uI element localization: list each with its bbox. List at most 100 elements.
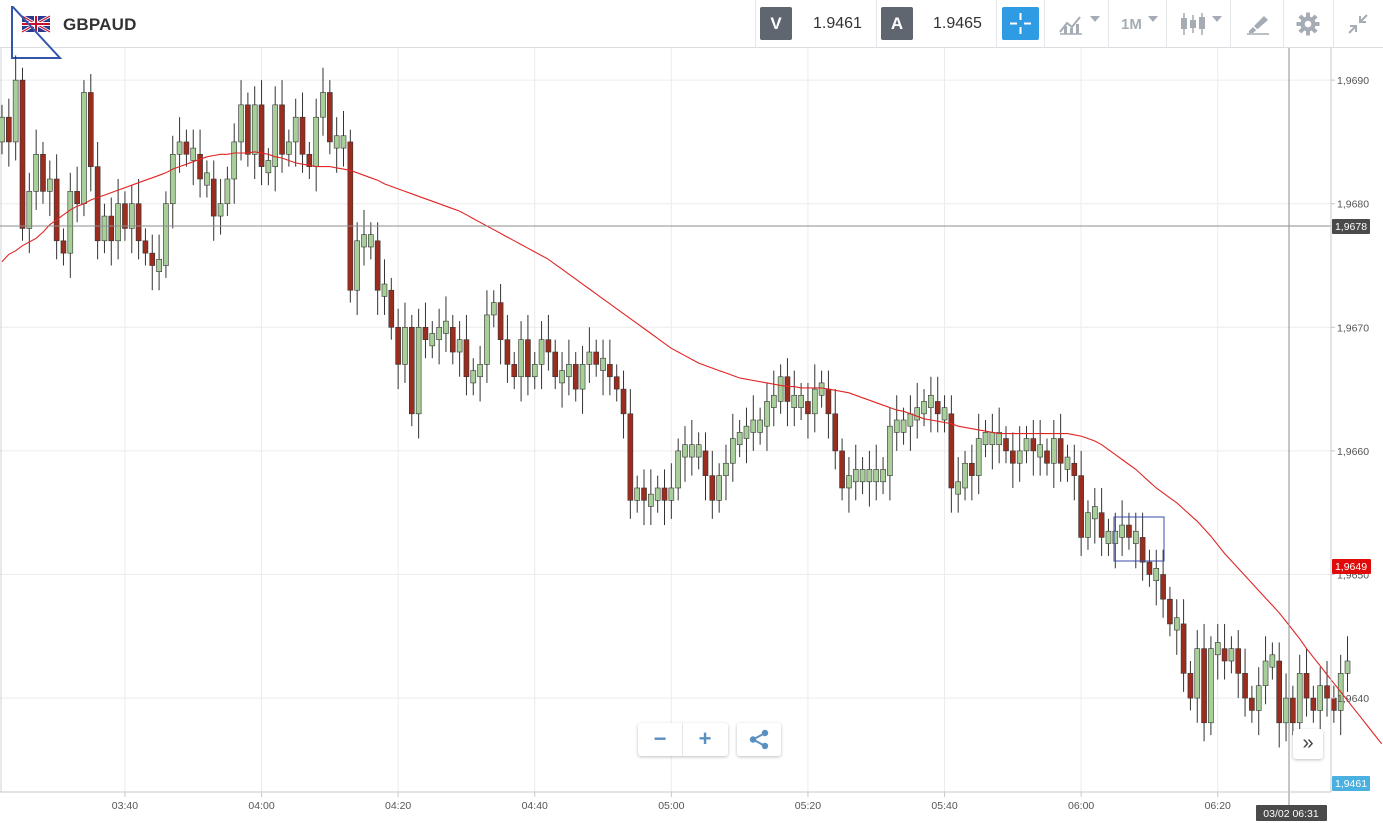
candle-down [1331, 685, 1337, 723]
candle-up [996, 407, 1002, 464]
chart-toolbar: GBPAUD V 1.9461 A 1.9465 1M [0, 0, 1383, 59]
candle-down [347, 129, 354, 303]
candle-up [115, 179, 121, 260]
candle-down [661, 469, 668, 526]
crosshair-price-label: 1,9678 [1335, 221, 1367, 233]
candle-up [1112, 512, 1119, 569]
candle-up [128, 185, 135, 254]
last-price-label: 1,9461 [1335, 778, 1367, 790]
candle-down [1139, 512, 1146, 581]
candle-up [962, 450, 968, 501]
candle-down [545, 314, 552, 371]
candle-up [538, 321, 545, 390]
x-tick-label: 06:00 [1068, 800, 1094, 812]
candle-up [852, 444, 859, 501]
drawing-tools-button[interactable] [1245, 12, 1271, 36]
toolbar-divider [876, 0, 877, 48]
chevron-down-icon[interactable] [1090, 16, 1100, 22]
chevron-down-icon[interactable] [1148, 16, 1158, 22]
candle-down [19, 67, 26, 241]
candle-up [429, 321, 436, 359]
candle-up [921, 389, 927, 427]
line-chart-icon [1059, 16, 1082, 35]
candle-down [627, 389, 634, 519]
candle-up [12, 55, 19, 161]
chevron-down-icon[interactable] [1212, 16, 1222, 22]
candle-up [866, 450, 873, 507]
zoom-in-button[interactable]: + [698, 726, 712, 751]
candle-down [1221, 623, 1228, 680]
x-tick-label: 05:40 [931, 800, 957, 812]
candle-up [634, 475, 640, 513]
candle-up [204, 160, 210, 198]
candle-up [470, 358, 477, 396]
candle-down [552, 339, 559, 390]
candle-up [313, 98, 319, 192]
collapse-button[interactable] [1346, 12, 1370, 36]
y-tick-label: 1,9640 [1337, 693, 1369, 705]
ask-price[interactable]: 1.9465 [933, 15, 982, 32]
y-tick-label: 1,9680 [1337, 199, 1369, 211]
settings-button[interactable] [1296, 12, 1320, 36]
line-chart-button[interactable] [1058, 12, 1084, 36]
candle-up [456, 321, 463, 377]
candle-down [1126, 512, 1132, 550]
candle-up [914, 382, 921, 439]
share-button[interactable] [737, 723, 781, 756]
toolbar-divider [755, 0, 756, 48]
ma-value-badge: 1,9649 [1332, 559, 1371, 574]
candle-up [1037, 420, 1043, 476]
candle-down [572, 352, 579, 402]
candle-down [53, 154, 60, 260]
drawn-rectangle[interactable] [1113, 516, 1165, 562]
candle-down [197, 129, 203, 198]
candle-down [1167, 586, 1173, 637]
candle-down [1235, 630, 1242, 699]
candle-up [1085, 500, 1091, 550]
candle-up [893, 395, 900, 451]
candle-up [975, 413, 982, 495]
bid-price[interactable]: 1.9461 [813, 15, 862, 32]
candle-up [1153, 549, 1160, 606]
crosshair-price-badge: 1,9678 [1332, 219, 1370, 234]
toolbar-divider [996, 0, 997, 48]
zoom-out-button[interactable]: − [638, 723, 683, 756]
x-tick-label: 05:00 [658, 800, 684, 812]
chart-type-button[interactable] [1179, 12, 1207, 36]
candle-down [422, 302, 429, 359]
candle-up [381, 259, 388, 315]
candle-up [750, 395, 757, 451]
candle-down [108, 197, 115, 266]
candle-up [764, 382, 770, 451]
candle-down [1310, 685, 1317, 723]
candle-down [969, 444, 975, 501]
candle-up [443, 296, 449, 353]
candle-down [1290, 685, 1296, 736]
candle-up [1194, 630, 1201, 723]
candle-up [716, 463, 722, 513]
candle-up [47, 160, 53, 217]
candle-down [388, 277, 395, 340]
candle-down [463, 314, 470, 396]
scroll-to-latest-button[interactable]: » [1293, 729, 1323, 759]
candle-up [873, 444, 880, 501]
candle-up [846, 457, 852, 513]
crosshair-button[interactable] [1002, 7, 1039, 40]
ask-badge[interactable]: A [881, 7, 913, 40]
candle-up [695, 432, 702, 470]
candle-up [1208, 636, 1214, 736]
candle-down [1187, 660, 1194, 711]
bid-badge[interactable]: V [760, 7, 792, 40]
candle-up [1051, 420, 1057, 488]
candle-up [176, 117, 183, 173]
interval-selector[interactable]: 1M [1121, 16, 1142, 33]
candle-up [1344, 636, 1351, 692]
candle-up [730, 413, 736, 482]
candle-up [1283, 673, 1289, 742]
symbol-title: GBPAUD [63, 15, 137, 34]
candles-layer [0, 55, 1351, 748]
candle-up [777, 364, 784, 414]
currency-flag-icon [8, 3, 64, 60]
